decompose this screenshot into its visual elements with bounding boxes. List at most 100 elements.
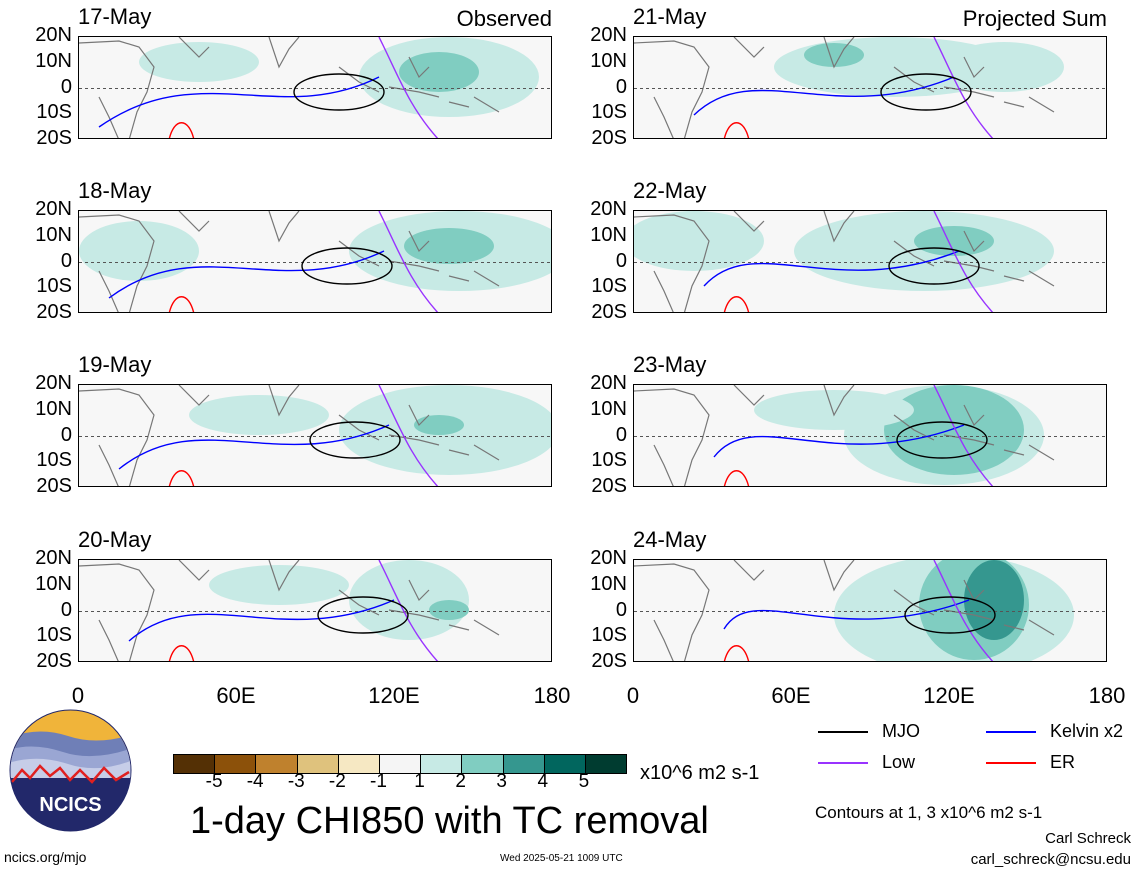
panel-date-right-0: 21-May bbox=[633, 4, 707, 29]
kelvin-contour bbox=[108, 250, 385, 299]
anomaly-shading bbox=[404, 228, 494, 264]
lon-label: 180 bbox=[533, 683, 571, 708]
lat-label: 10S bbox=[36, 449, 72, 472]
lat-label: 20S bbox=[591, 301, 627, 323]
lat-label: 20S bbox=[36, 650, 72, 672]
legend-label: ER bbox=[1050, 752, 1076, 772]
coastline bbox=[79, 388, 155, 486]
mjo-contour bbox=[896, 421, 988, 459]
low-contour bbox=[933, 560, 994, 661]
legend-label: MJO bbox=[882, 721, 920, 741]
lon-label: 0 bbox=[71, 683, 85, 708]
mjo-contour bbox=[317, 596, 409, 634]
author-email: carl_schreck@ncsu.edu bbox=[970, 851, 1131, 868]
er-contour bbox=[723, 645, 750, 661]
colorbar-units: x10^6 m2 s-1 bbox=[640, 762, 760, 784]
lat-label: 10S bbox=[591, 449, 627, 472]
ncics-logo: NCICS bbox=[9, 709, 132, 832]
lat-label: 20N bbox=[35, 24, 72, 46]
er-contour bbox=[723, 470, 750, 486]
colorbar-tick-label: -3 bbox=[287, 771, 305, 792]
low-contour bbox=[378, 385, 439, 486]
colorbar-swatch bbox=[421, 755, 463, 773]
mjo-contour bbox=[293, 73, 385, 111]
legend-item-2: Low bbox=[818, 752, 915, 773]
kelvin-contour bbox=[713, 424, 965, 458]
lat-label: 0 bbox=[615, 249, 627, 272]
map-panel-left-3 bbox=[78, 559, 552, 662]
author-name: Carl Schreck bbox=[1045, 830, 1131, 847]
coastline bbox=[634, 563, 710, 661]
kelvin-contour bbox=[128, 599, 395, 642]
lat-label: 10S bbox=[591, 624, 627, 647]
contour-note: Contours at 1, 3 x10^6 m2 s-1 bbox=[815, 803, 1043, 822]
lat-label: 0 bbox=[60, 598, 72, 621]
map-panel-right-3 bbox=[633, 559, 1107, 662]
anomaly-shading bbox=[634, 211, 764, 271]
anomaly-shading bbox=[794, 211, 1054, 291]
colorbar-swatch bbox=[215, 755, 257, 773]
panel-date-right-3: 24-May bbox=[633, 527, 707, 552]
panel-date-left-3: 20-May bbox=[78, 527, 152, 552]
coastline bbox=[634, 214, 710, 312]
map-panel-left-2 bbox=[78, 384, 552, 487]
coastline bbox=[79, 563, 155, 661]
author-block: Carl Schreck carl_schreck@ncsu.edu bbox=[971, 828, 1131, 870]
lat-label: 10S bbox=[36, 275, 72, 298]
lat-label: 10N bbox=[35, 49, 72, 72]
coastline bbox=[79, 214, 155, 312]
lon-label: 60E bbox=[216, 683, 256, 708]
lat-label: 20S bbox=[591, 127, 627, 149]
low-contour bbox=[933, 37, 994, 138]
mjo-contour bbox=[301, 247, 393, 285]
colorbar-tick-label: 5 bbox=[578, 771, 590, 792]
colorbar-swatch bbox=[297, 755, 339, 773]
lat-label: 0 bbox=[60, 249, 72, 272]
coastline bbox=[79, 40, 155, 138]
colorbar-swatch bbox=[338, 755, 380, 773]
er-contour bbox=[168, 296, 195, 312]
er-contour bbox=[168, 470, 195, 486]
lat-label: 20S bbox=[36, 475, 72, 497]
lat-label: 20S bbox=[591, 650, 627, 672]
lat-label: 10N bbox=[35, 397, 72, 420]
map-panel-right-1 bbox=[633, 210, 1107, 313]
kelvin-contour bbox=[693, 76, 955, 116]
mjo-contour bbox=[904, 596, 996, 634]
lat-label: 20S bbox=[591, 475, 627, 497]
anomaly-shading bbox=[964, 560, 1024, 640]
coastline bbox=[634, 40, 710, 138]
map-panel-right-2 bbox=[633, 384, 1107, 487]
site-url: ncics.org/mjo bbox=[4, 849, 87, 865]
lat-label: 20N bbox=[35, 372, 72, 394]
lat-label: 10N bbox=[590, 397, 627, 420]
er-contour bbox=[723, 296, 750, 312]
legend-line bbox=[818, 761, 868, 764]
legend-label: Low bbox=[882, 752, 916, 772]
anomaly-shading bbox=[209, 565, 349, 605]
low-contour bbox=[378, 560, 439, 661]
coastline bbox=[634, 388, 710, 486]
lat-label: 20N bbox=[590, 372, 627, 394]
lat-label: 0 bbox=[60, 75, 72, 98]
lat-label: 10N bbox=[35, 572, 72, 595]
low-contour bbox=[933, 385, 994, 486]
lat-label: 20N bbox=[35, 547, 72, 569]
map-panel-left-1 bbox=[78, 210, 552, 313]
colorbar-tick-label: -2 bbox=[328, 771, 346, 792]
lat-label: 20S bbox=[36, 301, 72, 323]
anomaly-shading bbox=[139, 42, 259, 82]
panel-date-right-2: 23-May bbox=[633, 352, 707, 377]
lat-label: 20N bbox=[590, 198, 627, 220]
colorbar-swatch bbox=[379, 755, 422, 773]
colorbar-swatch bbox=[585, 755, 627, 773]
map-panel-left-0 bbox=[78, 36, 552, 139]
lat-label: 10N bbox=[590, 572, 627, 595]
kelvin-contour bbox=[98, 76, 380, 128]
panel-date-left-1: 18-May bbox=[78, 178, 152, 203]
kelvin-contour bbox=[703, 250, 960, 287]
er-contour bbox=[723, 122, 750, 138]
lat-label: 0 bbox=[615, 75, 627, 98]
lon-label: 120E bbox=[923, 683, 975, 708]
colorbar-swatch bbox=[544, 755, 586, 773]
